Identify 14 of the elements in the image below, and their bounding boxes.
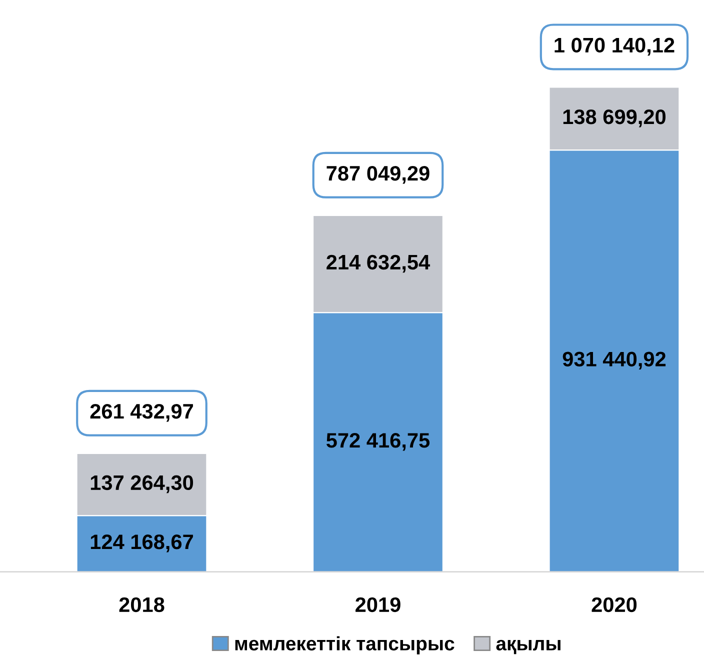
data-label: 138 699,20 — [563, 109, 666, 128]
x-tick-label: 2018 — [119, 597, 164, 612]
legend-label: ақылы — [496, 640, 560, 654]
x-tick-label: 2019 — [356, 597, 400, 612]
data-label: 214 632,54 — [326, 254, 430, 273]
data-label: 124 168,67 — [90, 534, 193, 552]
x-tick-label: 2020 — [592, 597, 637, 612]
data-label: 572 416,75 — [326, 433, 430, 451]
total-label: 1 070 140,12 — [554, 38, 674, 56]
legend-label: мемлекеттік тапсырыс — [235, 636, 454, 654]
data-label: 137 264,30 — [90, 475, 194, 494]
total-label: 261 432,97 — [90, 404, 193, 422]
total-label: 787 049,29 — [326, 166, 430, 184]
data-label: 931 440,92 — [562, 352, 666, 370]
